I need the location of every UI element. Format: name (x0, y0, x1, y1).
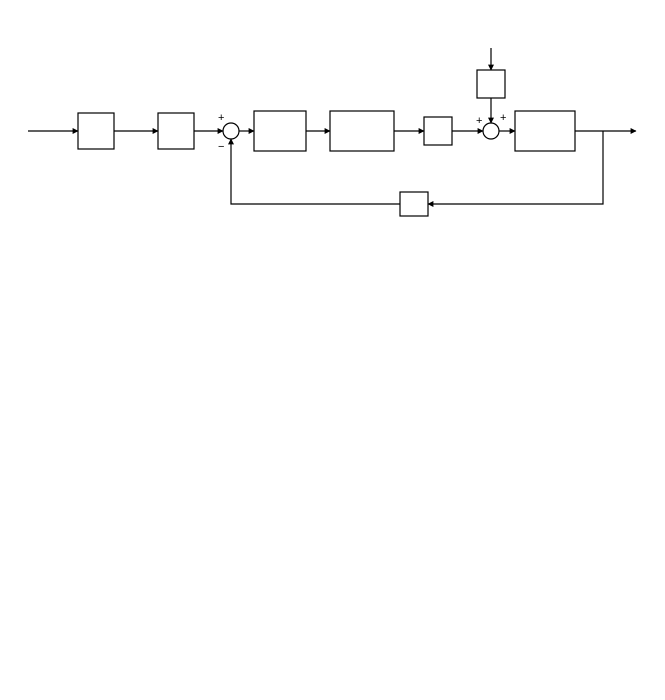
block-b3 (254, 111, 306, 151)
block-b4 (330, 111, 394, 151)
sum-sign: − (218, 141, 224, 153)
summer-sum1 (223, 123, 239, 139)
block-b5 (424, 117, 452, 145)
sum-sign: + (476, 115, 482, 127)
block-b1 (78, 113, 114, 149)
block-diagram: + − + + (0, 0, 665, 700)
block-b2 (158, 113, 194, 149)
sum-sign: + (218, 112, 224, 124)
block-b6 (515, 111, 575, 151)
sum-sign: + (500, 112, 506, 124)
block-b8 (400, 192, 428, 216)
block-b7 (477, 70, 505, 98)
summer-sum2 (483, 123, 499, 139)
